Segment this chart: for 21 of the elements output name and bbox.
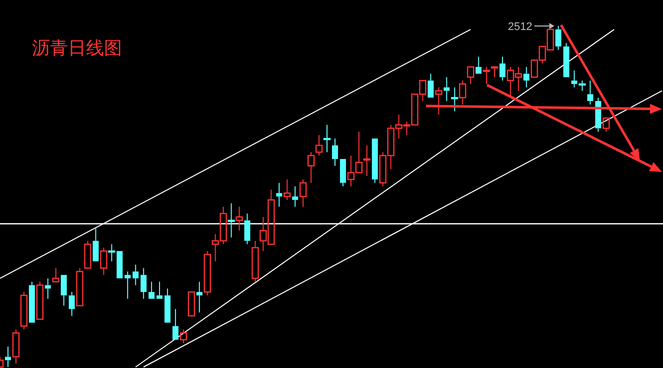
candlestick [323, 124, 331, 153]
candlestick [276, 182, 282, 208]
candlestick [332, 138, 338, 166]
candlestick [44, 278, 51, 300]
candlestick [499, 56, 506, 82]
candlestick [587, 80, 594, 105]
candlestick [68, 291, 75, 316]
candlestick [124, 271, 131, 300]
candlestick [196, 281, 202, 313]
candlestick [228, 202, 235, 238]
annotation: 2512 [508, 21, 532, 33]
candlestick [292, 186, 298, 208]
candlestick [363, 144, 370, 177]
candlestick [132, 264, 139, 286]
candlestick [451, 86, 458, 112]
candlestick [555, 26, 562, 50]
candlestick [444, 76, 450, 102]
candlestick [140, 268, 147, 300]
text: 沥青日线图 [32, 38, 122, 59]
candlestick [523, 66, 530, 88]
candlestick [236, 206, 243, 232]
